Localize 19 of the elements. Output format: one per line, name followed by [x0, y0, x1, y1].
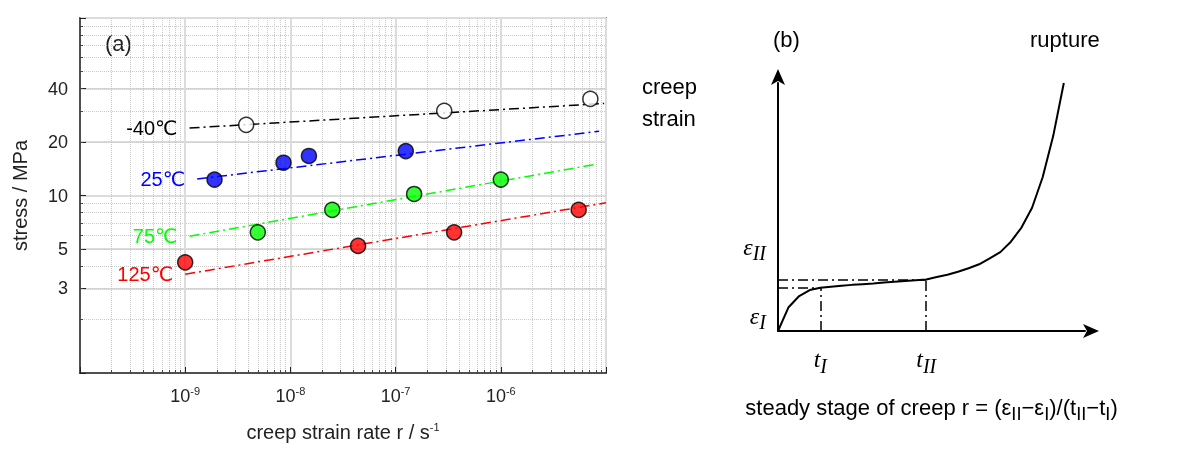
y-tick-label: 20: [47, 132, 68, 153]
series-label: 125℃: [117, 263, 174, 286]
series-label: -40℃: [126, 117, 178, 140]
text: (b): [773, 26, 800, 52]
text: rupture: [1030, 26, 1100, 52]
ref-line-label: ε$_{I}$: [749, 302, 766, 334]
x-tick-label: t$_{I}$: [813, 346, 828, 377]
x-tick-label: t$_{II}$: [916, 346, 937, 377]
y-axis-title: stress / MPa: [9, 139, 31, 252]
text: steady stage of creep r = (ε$_{II}$−ε$_{I}$)/(t$_{II}$−t$_{I}$): [745, 395, 1118, 425]
y-tick-label: 40: [47, 78, 68, 99]
y-tick-label: 10: [47, 185, 68, 206]
series-label: 75℃: [132, 225, 178, 248]
y-tick-label: 3: [57, 278, 68, 299]
y-tick-label: 5: [57, 238, 68, 259]
ref-line-label: ε$_{II}$: [743, 234, 766, 265]
series-label: 25℃: [140, 167, 186, 190]
annotation: (a): [105, 30, 132, 56]
y-axis-title: creep strain: [642, 73, 704, 131]
